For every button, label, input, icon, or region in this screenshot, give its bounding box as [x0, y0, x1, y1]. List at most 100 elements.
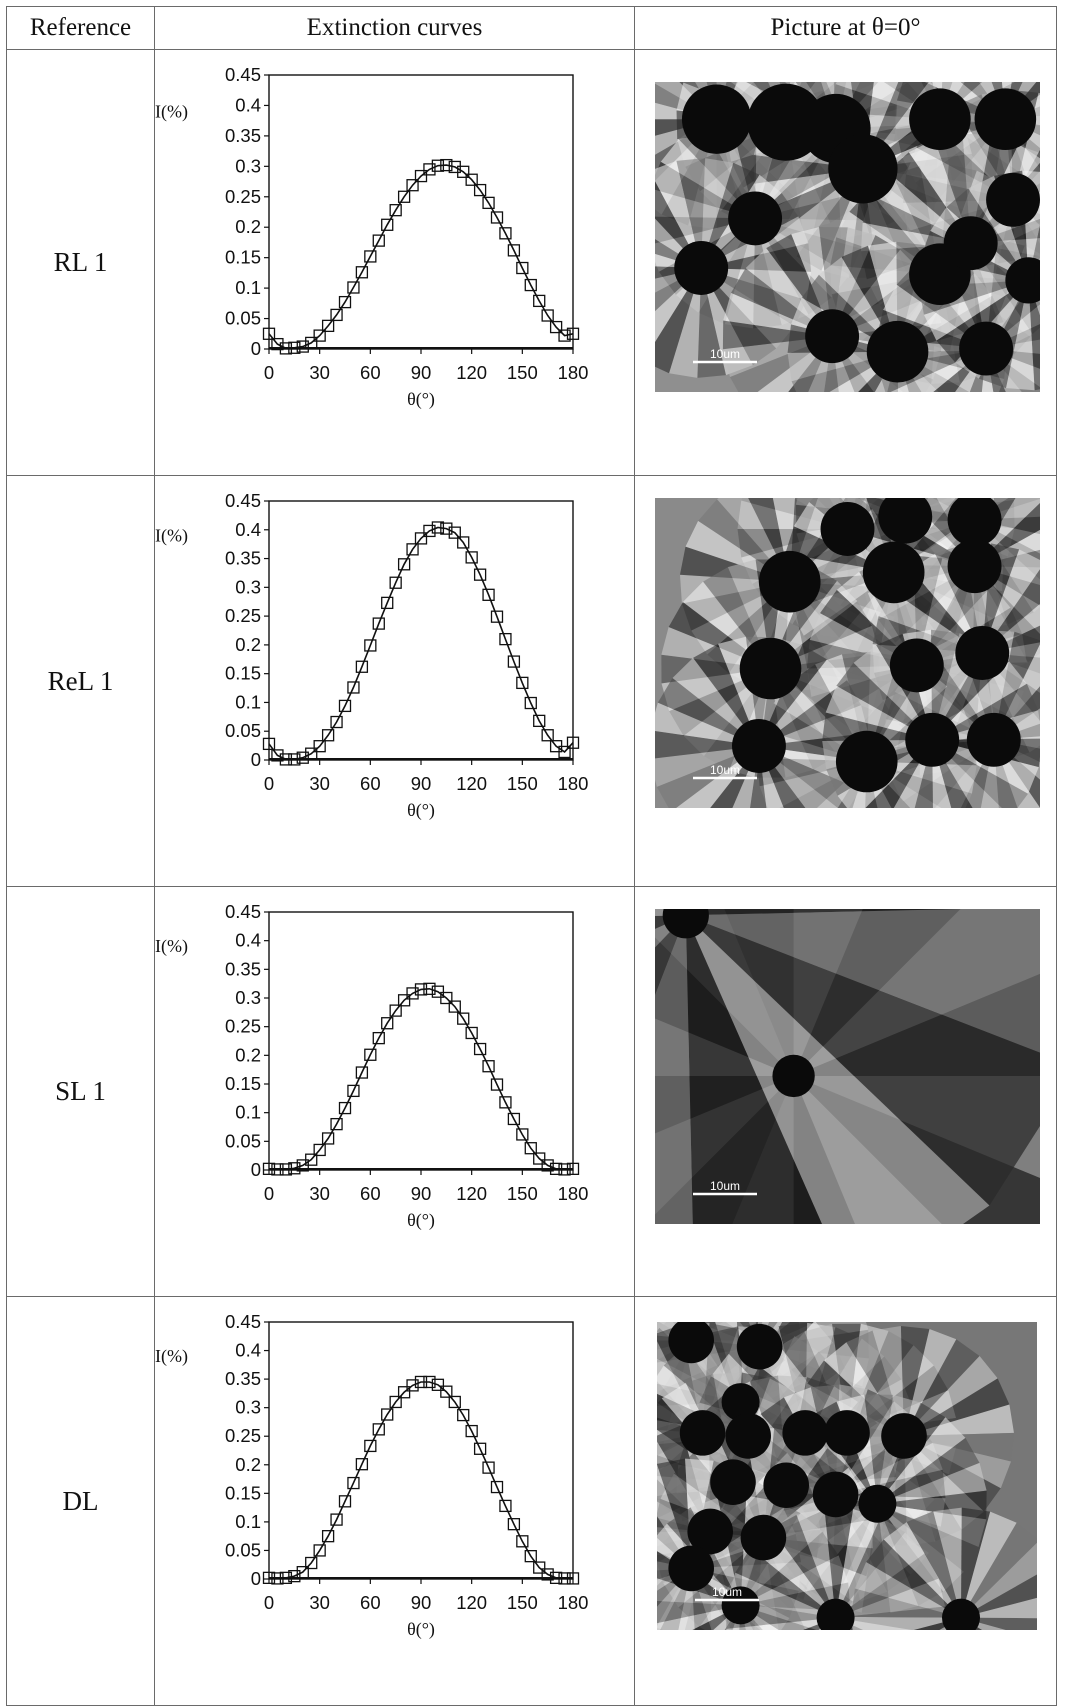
extinction-plot-cell: 0 0.05 0.1 0.15 0.2 0.25 0.3 0.35 0.4 0.45 0 30 60 90… — [154, 886, 635, 1297]
data-point — [533, 714, 546, 727]
spherulite-ray — [932, 739, 952, 808]
spherulite-ray — [672, 657, 759, 746]
spherulite-core — [942, 1598, 980, 1630]
x-tick-label: 180 — [558, 1183, 589, 1204]
spherulite-ray — [693, 643, 759, 746]
spherulite-core — [812, 1471, 859, 1518]
spherulite-ray — [858, 351, 898, 392]
y-tick-label: 0 — [251, 1568, 261, 1589]
spherulite-ray — [758, 659, 848, 746]
spherulite-ray — [655, 102, 717, 120]
data-point — [338, 1494, 352, 1507]
data-point — [296, 751, 309, 764]
plot-frame — [268, 499, 574, 761]
spherulite-core — [858, 1484, 897, 1523]
spherulite-ray — [753, 155, 863, 184]
spherulite-ray — [835, 1509, 881, 1618]
spherulite-core — [763, 1462, 809, 1509]
spherulite-core — [740, 1514, 787, 1561]
spherulite-ray — [932, 739, 973, 808]
spherulite-core — [668, 1322, 714, 1364]
fit-line — [268, 987, 574, 1170]
data-point — [549, 320, 563, 333]
x-tick-label: 180 — [558, 362, 589, 383]
extinction-chart: 0 0.05 0.1 0.15 0.2 0.25 0.3 0.35 0.4 0.45 0 30 60 90… — [155, 490, 588, 821]
spherulite-core — [805, 309, 860, 364]
data-point — [372, 1031, 385, 1044]
spherulite-ray — [771, 1514, 836, 1618]
data-point — [288, 1161, 301, 1174]
data-point — [279, 1162, 293, 1176]
spherulite-core — [772, 1054, 815, 1098]
y-tick-label: 0 — [251, 749, 261, 770]
spherulite-core — [966, 712, 1021, 767]
spherulite-ray — [932, 683, 1039, 740]
spherulite-ray — [824, 1508, 854, 1618]
data-point — [364, 638, 377, 652]
x-tick-label: 120 — [456, 362, 487, 383]
spherulite-ray — [758, 746, 861, 808]
spherulite-ray — [825, 1617, 836, 1630]
spherulite-ray — [655, 746, 759, 787]
data-point — [321, 319, 335, 332]
spherulite-ray — [655, 160, 702, 268]
data-point — [516, 261, 529, 274]
spherulite-ray — [655, 119, 717, 136]
x-axis-label: θ(°) — [407, 1619, 435, 1640]
spherulite-core — [816, 1598, 855, 1630]
reference-label: ReL 1 — [6, 475, 155, 887]
x-tick-label: 0 — [264, 362, 274, 383]
data-point — [271, 337, 284, 350]
spherulite-ray — [948, 1617, 961, 1630]
spherulite-core — [662, 909, 709, 939]
y-tick-label: 0.35 — [225, 958, 261, 979]
spherulite-ray — [818, 1617, 836, 1630]
spherulite-core — [687, 1508, 733, 1555]
data-point — [457, 1011, 470, 1025]
spherulite-ray — [655, 268, 702, 374]
y-tick-label: 0.3 — [235, 576, 261, 597]
y-tick-label: 0.25 — [225, 1425, 261, 1446]
spherulite-ray — [960, 1617, 965, 1630]
spherulite-ray — [685, 915, 1040, 1206]
y-tick-label: 0.2 — [235, 633, 261, 654]
spherulite-ray — [1005, 280, 1035, 391]
spherulite-core — [824, 1410, 870, 1456]
data-point — [397, 557, 411, 570]
y-tick-label: 0.4 — [235, 1339, 261, 1360]
y-tick-label: 0 — [251, 338, 261, 359]
spherulite-ray — [890, 348, 987, 392]
y-tick-label: 0.1 — [235, 1101, 261, 1122]
data-point — [313, 1143, 326, 1156]
spherulite-ray — [655, 915, 686, 929]
y-tick-label: 0.45 — [225, 64, 261, 85]
micrograph-cell: 10um — [634, 886, 1057, 1297]
data-point — [431, 1378, 445, 1391]
spherulite-ray — [655, 731, 759, 759]
extinction-plot-cell: 0 0.05 0.1 0.15 0.2 0.25 0.3 0.35 0.4 0.45 0 30 60 90… — [154, 49, 635, 476]
data-point — [347, 1476, 360, 1489]
spherulite-ray — [968, 175, 1029, 281]
spherulite-core — [986, 172, 1040, 227]
data-point — [566, 736, 580, 749]
spherulite-core — [739, 637, 802, 700]
data-point — [431, 520, 445, 534]
x-tick-label: 30 — [309, 1592, 330, 1613]
x-tick-label: 0 — [264, 1592, 274, 1613]
x-tick-label: 120 — [456, 1183, 487, 1204]
spherulite-ray — [932, 739, 1039, 794]
row-dl: DL 0 0.05 0.1 0.15 0.2 0.25 0.3 0.35 0.4 0.45 0 30 6… — [6, 1296, 1057, 1706]
micrograph-photo — [655, 909, 1040, 1224]
data-point — [541, 1567, 554, 1581]
plot-frame — [268, 73, 574, 350]
spherulite-ray — [735, 1548, 836, 1618]
y-tick-label: 0.05 — [225, 307, 261, 328]
data-point — [440, 158, 453, 171]
y-axis-label: I(%) — [155, 1345, 188, 1366]
spherulite-ray — [758, 644, 827, 746]
data-point — [431, 985, 445, 998]
data-point — [482, 1059, 495, 1072]
data-point — [330, 715, 343, 728]
data-point — [347, 1084, 360, 1097]
x-tick-label: 60 — [360, 773, 381, 794]
